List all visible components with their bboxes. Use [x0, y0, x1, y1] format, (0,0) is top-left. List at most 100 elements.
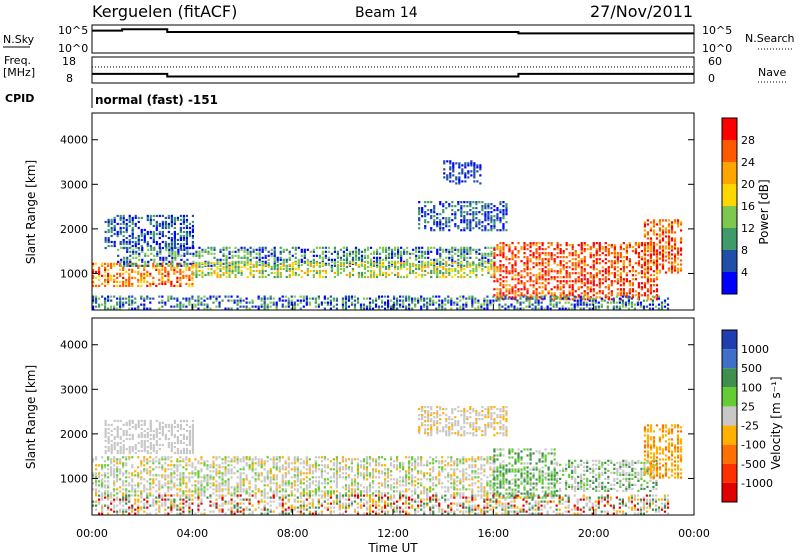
- power-cell: [668, 243, 670, 245]
- velocity-cell: [209, 478, 211, 480]
- velocity-cell: [197, 472, 199, 474]
- power-cell: [578, 264, 580, 266]
- velocity-cell: [131, 494, 133, 496]
- power-cell: [107, 281, 109, 283]
- velocity-cell: [113, 474, 115, 476]
- power-cell: [653, 251, 655, 253]
- power-cell: [445, 262, 447, 264]
- velocity-cell: [101, 484, 103, 486]
- power-cell: [523, 288, 525, 290]
- power-cell: [268, 262, 270, 264]
- power-cell: [114, 227, 116, 229]
- power-cell: [143, 275, 145, 277]
- power-cell: [454, 225, 456, 227]
- power-cell: [538, 272, 540, 274]
- power-cell: [279, 300, 281, 302]
- velocity-cell: [116, 476, 118, 478]
- power-cell: [499, 254, 501, 256]
- power-cell: [108, 231, 110, 233]
- power-cell: [153, 259, 155, 261]
- velocity-cell: [303, 482, 305, 484]
- power-cell: [454, 247, 456, 249]
- power-cell: [496, 292, 498, 294]
- velocity-cell: [149, 466, 151, 468]
- velocity-cell: [131, 488, 133, 490]
- power-cell: [128, 296, 130, 298]
- power-cell: [441, 304, 443, 306]
- power-cell: [460, 201, 462, 203]
- power-cell: [458, 180, 460, 182]
- velocity-cell: [191, 472, 193, 474]
- power-cell: [581, 246, 583, 248]
- power-cell: [168, 261, 170, 263]
- power-cell: [259, 261, 261, 263]
- power-cell: [391, 255, 393, 257]
- velocity-cell: [351, 482, 353, 484]
- power-cell: [400, 268, 402, 270]
- power-cell: [628, 302, 630, 304]
- power-cell: [153, 225, 155, 227]
- power-cell: [457, 225, 459, 227]
- power-cell: [475, 203, 477, 205]
- power-cell: [128, 302, 130, 304]
- power-cell: [177, 253, 179, 255]
- power-cell: [120, 215, 122, 217]
- power-cell: [493, 215, 495, 217]
- power-cell: [231, 257, 233, 259]
- power-cell: [517, 252, 519, 254]
- power-cell: [523, 264, 525, 266]
- power-cell: [382, 262, 384, 264]
- power-cell: [647, 231, 649, 233]
- velocity-cell: [221, 488, 223, 490]
- velocity-cell: [339, 468, 341, 470]
- velocity-cell: [113, 458, 115, 460]
- power-cell: [424, 251, 426, 253]
- power-cell: [110, 296, 112, 298]
- power-cell: [505, 272, 507, 274]
- velocity-cell: [273, 466, 275, 468]
- power-cell: [605, 242, 607, 244]
- velocity-cell: [252, 490, 254, 492]
- velocity-cell: [297, 468, 299, 470]
- power-cell: [444, 308, 446, 310]
- power-cell: [144, 235, 146, 237]
- power-cell: [575, 268, 577, 270]
- power-cell: [189, 263, 191, 265]
- power-cell: [473, 170, 475, 172]
- power-cell: [370, 253, 372, 255]
- power-cell: [333, 306, 335, 308]
- velocity-cell: [164, 492, 166, 494]
- power-cell: [449, 180, 451, 182]
- power-cell: [659, 229, 661, 231]
- velocity-cell: [396, 482, 398, 484]
- velocity-cell: [158, 486, 160, 488]
- power-cell: [397, 262, 399, 264]
- power-cell: [448, 221, 450, 223]
- velocity-cell: [267, 478, 269, 480]
- power-cell: [258, 306, 260, 308]
- power-cell: [179, 269, 181, 271]
- power-cell: [632, 250, 634, 252]
- power-cell: [345, 296, 347, 298]
- velocity-cell: [408, 470, 410, 472]
- power-cell: [523, 282, 525, 284]
- power-cell: [421, 274, 423, 276]
- power-cell: [162, 225, 164, 227]
- power-cell: [478, 249, 480, 251]
- power-cell: [455, 182, 457, 184]
- power-cell: [499, 252, 501, 254]
- power-cell: [107, 283, 109, 285]
- power-cell: [162, 223, 164, 225]
- power-cell: [361, 259, 363, 261]
- power-cell: [213, 272, 215, 274]
- power-cell: [135, 241, 137, 243]
- power-cell: [563, 286, 565, 288]
- velocity-cell: [158, 480, 160, 482]
- power-cell: [144, 229, 146, 231]
- power-cell: [183, 235, 185, 237]
- velocity-cell: [321, 476, 323, 478]
- power-cell: [472, 213, 474, 215]
- power-cell: [140, 277, 142, 279]
- velocity-cell: [291, 492, 293, 494]
- power-cell: [427, 257, 429, 259]
